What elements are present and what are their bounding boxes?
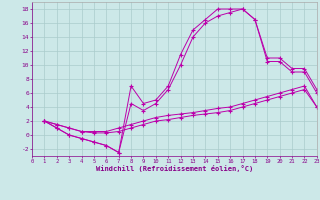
X-axis label: Windchill (Refroidissement éolien,°C): Windchill (Refroidissement éolien,°C) [96,165,253,172]
